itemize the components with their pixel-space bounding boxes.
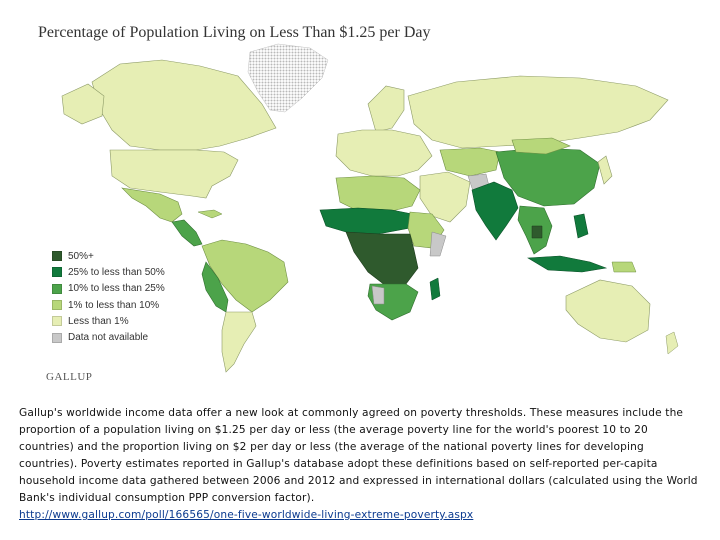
region-russia [407,75,669,149]
region-madagascar [429,277,441,301]
region-somalia [429,231,447,257]
legend-swatch [52,316,62,327]
source-link[interactable]: http://www.gallup.com/poll/166565/one-fi… [19,509,474,521]
region-new-zealand [665,331,679,355]
legend-label: 1% to less than 10% [68,299,160,311]
region-south-asia [471,181,519,241]
region-scandinavia [367,85,405,133]
region-png [611,261,637,273]
region-australia [565,279,651,343]
region-central-africa [345,231,419,287]
region-andes [201,261,229,313]
region-usa [109,149,239,199]
region-mongolia [511,137,571,155]
legend-item: 50%+ [52,248,165,264]
region-cambodia [531,225,543,239]
world-map [61,43,679,373]
legend-swatch [52,300,62,311]
legend-label: 50%+ [68,250,94,262]
legend-item: 10% to less than 25% [52,281,165,297]
region-philippines [573,213,589,239]
region-alaska [61,83,105,125]
greenland [247,43,329,113]
region-southern-cone [221,311,257,373]
region-korea-japan [597,155,613,185]
legend-label: Less than 1% [68,315,129,327]
region-middle-east [419,171,471,223]
caption-text: Gallup's worldwide income data offer a n… [19,407,698,504]
map-title: Percentage of Population Living on Less … [38,24,431,41]
region-caribbean [197,209,223,219]
region-europe [335,129,433,177]
legend-swatch [52,267,62,278]
region-north-africa [335,175,421,213]
region-sahel [319,207,413,235]
region-south-america-north [201,239,289,313]
region-southern-africa-na [371,285,385,305]
map-legend: 50%+ 25% to less than 50% 10% to less th… [52,248,165,346]
legend-swatch [52,332,62,343]
region-canada [91,59,277,151]
legend-item: Data not available [52,329,165,345]
region-central-america [171,219,203,247]
region-central-asia [439,147,501,177]
legend-item: Less than 1% [52,313,165,329]
gallup-logo: GALLUP [46,371,93,383]
region-indonesia [527,255,608,273]
legend-label: 25% to less than 50% [68,266,165,278]
legend-swatch [52,251,62,262]
caption: Gallup's worldwide income data offer a n… [19,405,701,524]
legend-item: 1% to less than 10% [52,297,165,313]
legend-label: Data not available [68,332,149,344]
legend-item: 25% to less than 50% [52,264,165,280]
legend-swatch [52,283,62,294]
legend-label: 10% to less than 25% [68,283,165,295]
